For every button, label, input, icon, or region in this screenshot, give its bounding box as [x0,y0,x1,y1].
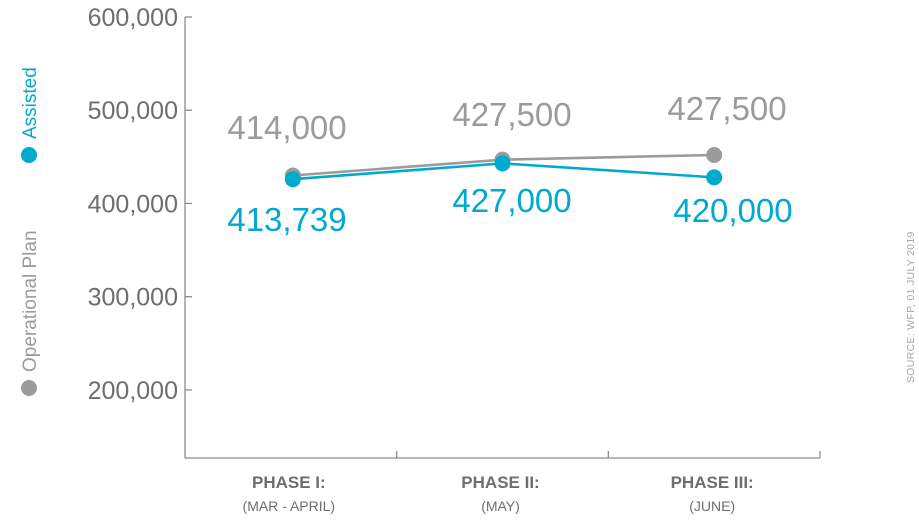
series-points [284,146,723,188]
x-category-sublabel: (JUNE) [689,498,735,514]
chart-axes [184,17,821,459]
x-category-label: PHASE II: [461,473,539,492]
data-label-operational-plan: 427,500 [667,90,786,127]
data-label-assisted: 413,739 [227,201,346,238]
data-label-assisted: 427,000 [452,182,571,219]
data-label-operational-plan: 414,000 [227,109,346,146]
y-tick-label: 500,000 [88,97,178,125]
legend-label-operational-plan: Operational Plan [20,230,41,372]
data-point-assisted [706,169,723,186]
source-note: SOURCE: WFP, 01 JULY 2019 [905,231,917,383]
data-label-assisted: 420,000 [673,192,792,229]
point-labels: 414,000 427,500 427,500 413,739 427,000 420,0… [227,90,792,238]
x-category-sublabel: (MAY) [481,498,520,514]
y-tick-label: 600,000 [88,4,178,32]
x-category-label: PHASE I: [252,473,326,492]
data-label-operational-plan: 427,500 [452,96,571,133]
x-category-sublabel: (MAR - APRIL) [243,498,336,514]
data-point-assisted [494,155,511,172]
x-axis-categories: PHASE I: (MAR - APRIL) PHASE II: (MAY) PHASE… [243,473,754,514]
legend: Assisted Operational Plan [20,67,41,396]
legend-marker-operational-plan [21,380,37,396]
x-category-label: PHASE III: [671,473,754,492]
y-tick-label: 400,000 [88,190,178,218]
y-axis-ticks: 600,000 500,000 400,000 300,000 200,000 [88,4,192,405]
y-tick-label: 200,000 [88,377,178,405]
y-tick-label: 300,000 [88,284,178,312]
legend-label-assisted: Assisted [20,67,41,139]
legend-marker-assisted [21,147,37,163]
data-point-assisted [284,171,301,188]
data-point-operational-plan [706,146,723,163]
